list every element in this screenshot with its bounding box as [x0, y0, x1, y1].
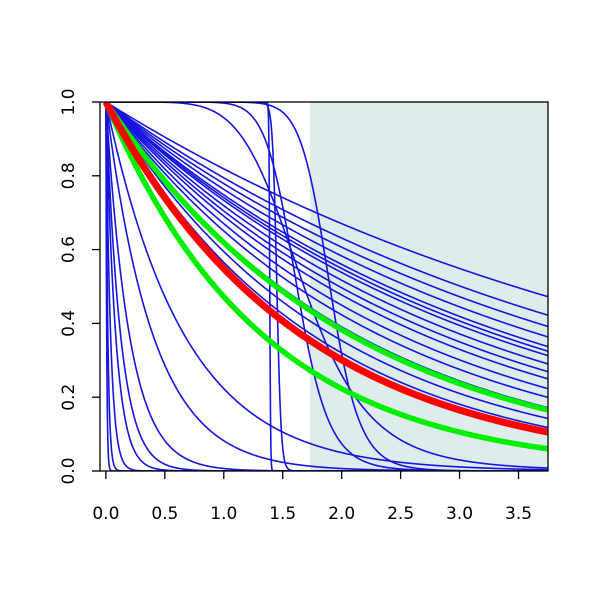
y-tick-label-4: 0.8 [59, 162, 79, 189]
samples-curve-1 [105, 102, 548, 317]
x-tick-label-0: 0.0 [92, 504, 119, 524]
samples-curve-2 [105, 102, 548, 328]
bounds-curve-29 [103, 102, 548, 452]
samples-curve-15 [105, 102, 548, 471]
y-tick-label-0: 0.0 [59, 457, 79, 484]
samples-curve-0 [105, 102, 548, 298]
x-tick-label-6: 3.0 [446, 504, 473, 524]
y-tick-label-2: 0.4 [59, 310, 79, 337]
samples-curve-25 [105, 102, 548, 469]
samples-curve-8 [105, 102, 548, 373]
y-tick-label-1: 0.2 [59, 384, 79, 411]
plot-frame [99, 101, 549, 472]
x-tick-label-4: 2.0 [328, 504, 355, 524]
samples-curve-5 [105, 102, 548, 352]
samples-curve-4 [105, 102, 548, 348]
y-tick-label-5: 1.0 [59, 88, 79, 115]
y-tick-label-3: 0.6 [59, 236, 79, 263]
samples-curve-13 [105, 102, 548, 420]
x-tick-label-7: 3.5 [505, 504, 532, 524]
shaded-region [309, 102, 548, 471]
samples-curve-10 [105, 102, 548, 390]
x-tick-label-5: 2.5 [387, 504, 414, 524]
samples-curve-18 [105, 102, 548, 471]
x-tick-label-2: 1.0 [210, 504, 237, 524]
x-tick-label-1: 0.5 [151, 504, 178, 524]
x-tick-label-3: 1.5 [269, 504, 296, 524]
axes-layer: 0.0 0.5 1.0 1.5 2.0 2.5 3.0 3.5 0.0 0.2 0.4 0.6 0.8 1… [59, 88, 532, 524]
mean-curve-30 [102, 102, 548, 436]
samples-curve-11 [105, 102, 548, 399]
samples-curve-3 [105, 102, 548, 338]
samples-curve-9 [105, 102, 548, 380]
bounds-curve-28 [103, 102, 548, 413]
